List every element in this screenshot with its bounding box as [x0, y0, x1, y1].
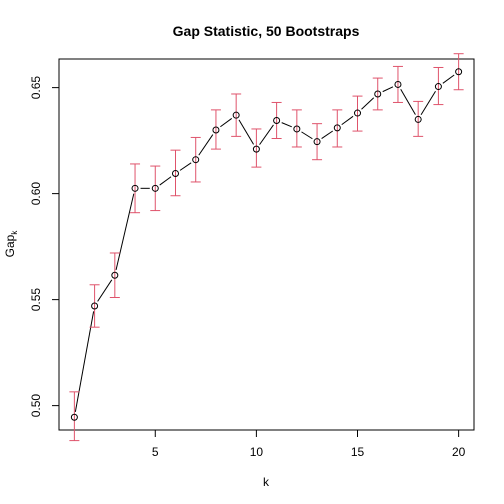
series-line-segment — [220, 118, 233, 128]
svg-text:Gapk: Gapk — [3, 230, 19, 258]
error-bar — [372, 77, 383, 111]
series-line-segment — [159, 176, 172, 186]
series-line-segment — [259, 124, 274, 145]
error-bar — [69, 391, 80, 442]
error-bar — [332, 109, 343, 148]
series-line-segment — [198, 134, 214, 156]
series-layer — [69, 53, 464, 442]
series-line-segment — [400, 88, 416, 115]
series-line-segment — [420, 90, 436, 115]
series-line-segment — [179, 162, 192, 171]
y-axis-label-subscript: k — [10, 230, 19, 235]
data-point — [70, 413, 78, 421]
y-axis: 0.50 0.55 0.60 0.65 — [29, 76, 59, 418]
plot-frame — [58, 58, 475, 431]
y-tick-label: 0.60 — [29, 182, 43, 206]
data-point — [455, 68, 463, 76]
data-point — [131, 184, 139, 192]
error-bar — [231, 93, 242, 137]
series-line-segment — [97, 279, 113, 302]
data-point — [414, 115, 422, 123]
data-point — [232, 111, 240, 119]
error-bar — [170, 149, 181, 197]
x-tick-label: 5 — [152, 445, 159, 459]
series-line-segment — [74, 311, 95, 412]
data-point — [151, 184, 159, 192]
data-point — [313, 138, 321, 146]
error-bar — [453, 53, 464, 91]
x-tick-label: 10 — [250, 445, 264, 459]
error-bar — [312, 123, 323, 161]
error-bar — [352, 95, 363, 132]
data-point — [111, 271, 119, 279]
data-point — [91, 302, 99, 310]
data-point — [374, 90, 382, 98]
data-point — [252, 145, 260, 153]
series-line-segment — [321, 130, 334, 139]
data-point — [333, 124, 341, 132]
error-bar — [150, 165, 161, 212]
chart-title: Gap Statistic, 50 Bootstraps — [173, 23, 360, 39]
series-line-segment — [382, 86, 394, 93]
data-point — [354, 109, 362, 117]
series-line-segment — [115, 193, 135, 270]
error-bar — [413, 100, 424, 137]
error-bar — [130, 163, 141, 214]
data-point — [212, 126, 220, 134]
error-bar — [109, 252, 120, 298]
error-bar — [190, 136, 201, 183]
x-axis-label: k — [263, 475, 270, 489]
y-axis-label: Gapk — [3, 230, 19, 258]
error-bar — [271, 101, 282, 139]
y-tick-label: 0.50 — [29, 394, 43, 418]
x-tick-label: 15 — [351, 445, 365, 459]
error-bar — [89, 284, 100, 328]
data-point — [273, 116, 281, 124]
data-point — [192, 156, 200, 164]
series-line-segment — [238, 119, 255, 145]
series-line-segment — [281, 122, 292, 128]
data-point — [394, 80, 402, 88]
series-line-segment — [442, 74, 455, 84]
y-tick-label: 0.55 — [29, 288, 43, 312]
series-line-segment — [361, 97, 375, 110]
error-bar — [433, 66, 444, 106]
x-axis: 5 10 15 20 — [152, 430, 466, 459]
error-bar — [291, 109, 302, 148]
series-line-segment — [301, 131, 313, 140]
data-point — [171, 169, 179, 177]
error-bar — [251, 128, 262, 168]
y-tick-label: 0.65 — [29, 76, 43, 100]
error-bar — [392, 65, 403, 103]
data-point — [434, 83, 442, 91]
error-bar — [210, 109, 221, 150]
series-line-segment — [341, 115, 354, 126]
x-tick-label: 20 — [452, 445, 466, 459]
y-axis-label-main: Gap — [3, 234, 17, 257]
data-point — [293, 125, 301, 133]
